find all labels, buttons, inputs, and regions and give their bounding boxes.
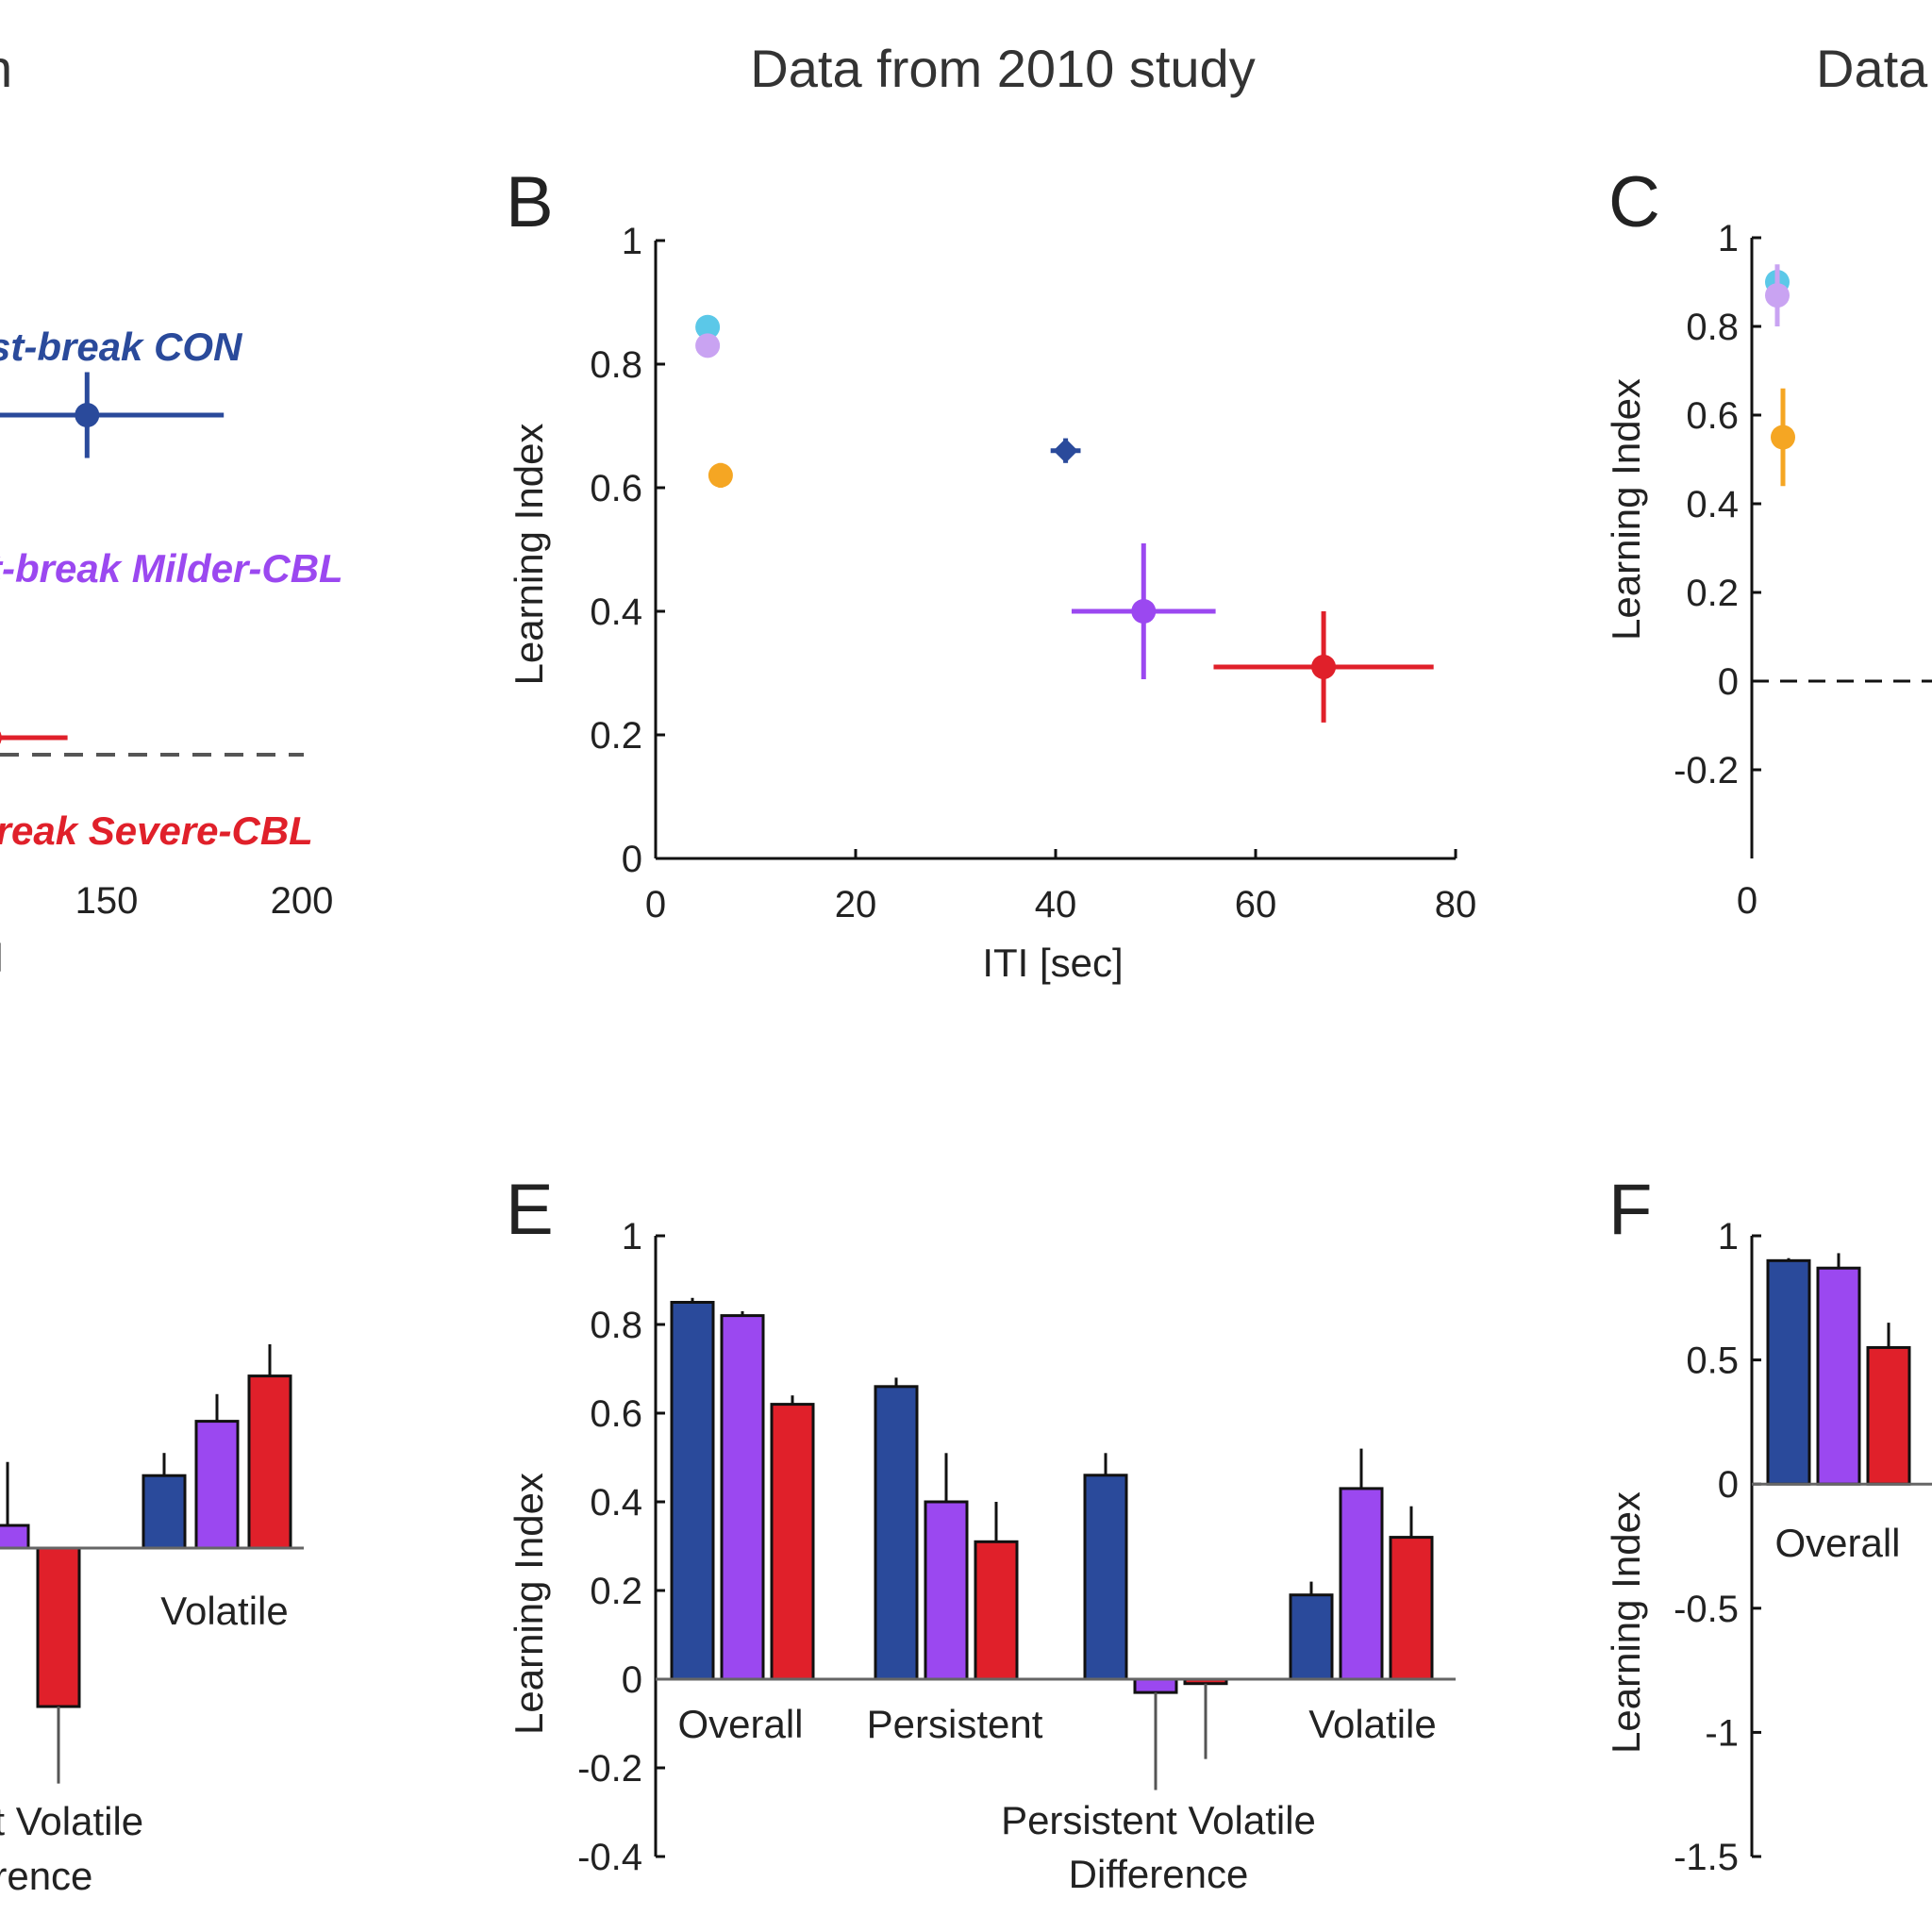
- panel-e-y-label: Learning Index: [507, 1473, 551, 1735]
- panel-b-y-label: Learning Index: [507, 424, 551, 686]
- panel-c-point-orange-marker: [1771, 425, 1795, 450]
- panel-a-x-tick-label: 150: [75, 880, 139, 922]
- panel-b-scatter: 0 0.2 0.4 0.6 0.8 1 0 20 40 60 80 ITI [sec] Learning…: [507, 221, 1476, 985]
- panel-b-x-tick-label: 80: [1435, 884, 1477, 925]
- panel-a-annotation-milder: t-break Milder-CBL: [0, 546, 343, 591]
- panel-a-annotation-con: st-break CON: [0, 325, 243, 369]
- panel-f-y-tick-label: 0: [1718, 1464, 1739, 1506]
- panel-e-bar-con: [670, 1301, 715, 1681]
- panel-c-point-lavender-marker: [1765, 283, 1790, 308]
- panel-e-category-label: Volatile: [1308, 1702, 1436, 1746]
- panel-d-bar-severe: [36, 1546, 81, 1708]
- panel-e-bar-chart: -0.4 -0.2 0 0.2 0.4 0.6 0.8 1 Learning Index Over…: [507, 1216, 1456, 1896]
- panel-e-bar-con: [1083, 1474, 1128, 1681]
- panel-a-scatter: 150 200 l st-break CON t-break Milder-CBL bre…: [0, 325, 343, 980]
- panel-e-category-label: Persistent Volatile: [1001, 1798, 1316, 1842]
- panel-b-x-tick-label: 60: [1235, 884, 1277, 925]
- heading-left-fragment: n: [0, 39, 12, 98]
- panel-e-bar-severe: [1389, 1536, 1434, 1681]
- panel-b-point-cyan-marker: [695, 314, 721, 340]
- panel-c-y-tick-label: 0.6: [1686, 395, 1739, 437]
- panel-a-point-severe-marker: [0, 731, 2, 744]
- panel-e-category-label: Persistent: [867, 1702, 1043, 1746]
- panel-b-y-tick-label: 1: [622, 221, 642, 262]
- panel-a-x-tick-label: 200: [271, 880, 334, 922]
- panel-a-annotation-severe: break Severe-CBL: [0, 808, 313, 853]
- panel-e-y-tick-label: 0.4: [590, 1482, 642, 1524]
- heading-middle: Data from 2010 study: [750, 39, 1255, 98]
- panel-e-bar-severe: [974, 1540, 1019, 1681]
- panel-a-point-con-marker: [75, 403, 100, 427]
- panel-e-y-tick-label: -0.2: [577, 1748, 642, 1790]
- panel-c-y-tick-label: 0.8: [1686, 307, 1739, 348]
- panel-b-point-orange-marker: [708, 462, 733, 488]
- panel-e-y-tick-label: 1: [622, 1216, 642, 1257]
- panel-e-bar-con: [874, 1385, 919, 1681]
- panel-e-bar-milder: [1133, 1677, 1178, 1694]
- panel-b-point-milder-marker: [1131, 599, 1157, 624]
- panel-b-y-tick-label: 0.2: [590, 715, 642, 757]
- panel-b-x-tick-label: 40: [1035, 884, 1077, 925]
- panel-e-bar-milder: [720, 1314, 765, 1681]
- panel-c-y-tick-label: 0.4: [1686, 484, 1739, 525]
- panel-f-bar-chart: -1.5 -1 -0.5 0 0.5 1 Learning Index Overall: [1604, 1216, 1932, 1878]
- panel-c-scatter: -0.2 0 0.2 0.4 0.6 0.8 1 0 Learning Index: [1604, 218, 1932, 922]
- panel-c-x-tick-label: 0: [1737, 880, 1757, 922]
- panel-d-category-label: Volatile: [160, 1589, 288, 1633]
- panel-label-c: C: [1608, 162, 1660, 242]
- panel-d-bar-milder: [194, 1420, 240, 1550]
- panel-e-bar-milder: [924, 1500, 969, 1681]
- panel-b-point-con-marker: [1053, 438, 1078, 463]
- panel-c-y-label: Learning Index: [1604, 378, 1648, 641]
- panel-f-y-tick-label: -1.5: [1674, 1837, 1739, 1878]
- panel-d-bar-severe: [247, 1374, 292, 1550]
- heading-right-fragment: Data: [1816, 39, 1928, 98]
- panel-f-bar-con: [1766, 1258, 1811, 1486]
- panel-d-bar-con: [142, 1474, 187, 1550]
- panel-d-category-label: erence: [0, 1854, 92, 1898]
- panel-e-category-label: Difference: [1069, 1852, 1249, 1896]
- panel-e-y-tick-label: -0.4: [577, 1837, 642, 1878]
- panel-f-bar-milder: [1816, 1266, 1861, 1486]
- panel-d-category-label: nt Volatile: [0, 1799, 143, 1843]
- panel-b-point-severe-marker: [1311, 654, 1337, 679]
- panel-f-bar-severe: [1866, 1345, 1911, 1486]
- panel-label-e: E: [506, 1170, 554, 1250]
- panel-b-point-lavender-marker: [695, 333, 721, 358]
- panel-b-y-tick-label: 0: [622, 839, 642, 880]
- panel-b-y-tick-label: 0.8: [590, 344, 642, 386]
- panel-label-b: B: [506, 162, 554, 242]
- panel-b-y-tick-label: 0.6: [590, 468, 642, 509]
- panel-c-y-tick-label: 0.2: [1686, 573, 1739, 614]
- panel-f-y-label: Learning Index: [1604, 1491, 1648, 1754]
- panel-e-y-tick-label: 0.6: [590, 1393, 642, 1435]
- panel-e-y-tick-label: 0.2: [590, 1571, 642, 1612]
- panel-c-y-tick-label: -0.2: [1674, 750, 1739, 791]
- panel-e-y-tick-label: 0: [622, 1659, 642, 1701]
- panel-f-y-tick-label: -1: [1705, 1712, 1739, 1754]
- panel-e-y-tick-label: 0.8: [590, 1305, 642, 1346]
- panel-b-x-tick-label: 0: [645, 884, 666, 925]
- panel-a-x-label-fragment: l: [0, 936, 3, 980]
- panel-e-category-label: Overall: [677, 1702, 803, 1746]
- panel-f-y-tick-label: 1: [1718, 1216, 1739, 1257]
- panel-e-bar-milder: [1339, 1487, 1384, 1681]
- panel-label-f: F: [1608, 1170, 1652, 1250]
- panel-b-x-tick-label: 20: [835, 884, 877, 925]
- panel-e-bar-con: [1289, 1593, 1334, 1681]
- panel-b-y-tick-label: 0.4: [590, 591, 642, 633]
- panel-f-y-tick-label: -0.5: [1674, 1589, 1739, 1630]
- panel-b-x-label: ITI [sec]: [982, 941, 1123, 985]
- panel-c-y-tick-label: 1: [1718, 218, 1739, 259]
- panel-c-y-tick-label: 0: [1718, 661, 1739, 703]
- panel-d-bar-chart: Volatile nt Volatile erence: [0, 1344, 304, 1898]
- panel-d-bar-milder: [0, 1524, 30, 1550]
- panel-f-category-label: Overall: [1774, 1521, 1900, 1565]
- panel-e-bar-severe: [770, 1403, 815, 1681]
- panel-f-y-tick-label: 0.5: [1686, 1341, 1739, 1382]
